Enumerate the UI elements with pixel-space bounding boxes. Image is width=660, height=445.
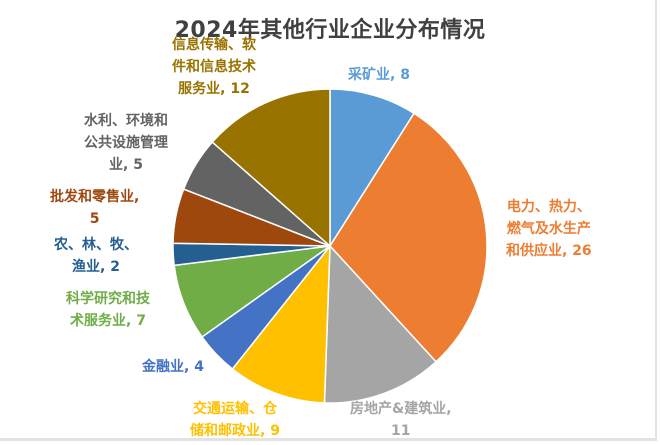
label-real-estate: 房地产&建筑业, 11	[350, 401, 452, 439]
pie-slice	[323, 244, 438, 404]
label-finance: 金融业, 4	[142, 359, 204, 375]
label-it-services: 信息传输、软 件和信息技术 服务业, 12	[172, 37, 256, 97]
label-science: 科学研究和技 术服务业, 7	[66, 291, 150, 329]
label-agriculture: 农、林、牧、 渔业, 2	[54, 237, 138, 275]
pie-slice	[231, 243, 331, 404]
label-mining: 采矿业, 8	[348, 67, 410, 83]
label-utilities: 电力、热力、 燃气及水生产 和供应业, 26	[506, 199, 592, 259]
chart-title: 2024年其他行业企业分布情况	[174, 18, 486, 43]
pie-slice	[329, 112, 488, 363]
pie-slice	[329, 88, 416, 249]
label-retail: 批发和零售业, 5	[50, 189, 140, 227]
pie-slice	[211, 88, 331, 248]
label-water-environment: 水利、环境和 公共设施管理 业, 5	[84, 113, 168, 173]
label-transport: 交通运输、仓 储和邮政业, 9	[190, 401, 280, 439]
